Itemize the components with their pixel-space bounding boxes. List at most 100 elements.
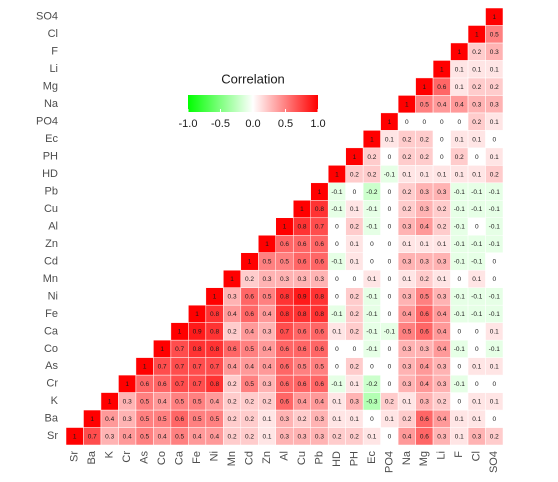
- cell-label: 0: [388, 381, 392, 388]
- cell-label: -0.1: [489, 224, 501, 231]
- cell-label: 0: [335, 224, 339, 231]
- cell-label: 0.6: [245, 294, 254, 301]
- y-tick-label: Ec: [45, 133, 58, 145]
- cell-label: 0.2: [228, 433, 237, 440]
- cell-label: 0.1: [490, 329, 499, 336]
- cell-label: 0.1: [350, 259, 359, 266]
- y-tick-label: K: [51, 395, 59, 407]
- cell-label: 0.3: [420, 346, 429, 353]
- legend-tick-label: -1.0: [179, 118, 198, 130]
- cell-label: 0.1: [490, 399, 499, 406]
- cell-label: 0.4: [420, 224, 429, 231]
- cell-label: 0.3: [280, 416, 289, 423]
- cell-label: 0.2: [350, 171, 359, 178]
- heatmap-cell: [485, 7, 504, 26]
- cell-label: 0.4: [210, 433, 219, 440]
- cell-label: -0.1: [366, 329, 378, 336]
- cell-label: 0.3: [437, 259, 446, 266]
- cell-label: 0.8: [280, 311, 289, 318]
- cell-label: 0.7: [280, 329, 289, 336]
- cell-label: 0.4: [437, 416, 446, 423]
- cell-label: 0: [492, 416, 496, 423]
- cell-label: 1: [318, 189, 322, 196]
- x-tick-label: Fe: [191, 451, 203, 464]
- cell-label: -0.1: [489, 189, 501, 196]
- cell-label: 0.3: [315, 433, 324, 440]
- cell-label: 0.7: [88, 433, 97, 440]
- cell-label: 0.8: [315, 311, 324, 318]
- cell-label: 0.5: [245, 346, 254, 353]
- cell-label: 0.4: [123, 433, 132, 440]
- cell-label: 0.2: [402, 206, 411, 213]
- x-tick-label: Ni: [208, 451, 220, 461]
- y-tick-label: Co: [44, 343, 58, 355]
- cell-label: 0.3: [437, 433, 446, 440]
- legend-title: Correlation: [221, 71, 285, 86]
- cell-label: 0.3: [402, 224, 411, 231]
- cell-label: 0: [475, 154, 479, 161]
- cell-label: 0: [457, 119, 461, 126]
- cell-label: 0.2: [490, 171, 499, 178]
- cell-label: -0.1: [471, 259, 483, 266]
- cell-label: 0.2: [262, 399, 271, 406]
- legend-tick-label: -0.5: [211, 118, 230, 130]
- cell-label: 0.3: [402, 364, 411, 371]
- cell-label: 0: [388, 189, 392, 196]
- cell-label: 0.1: [367, 433, 376, 440]
- cell-label: 0: [335, 241, 339, 248]
- cell-label: 0.5: [297, 364, 306, 371]
- cell-label: 0: [388, 294, 392, 301]
- cell-label: 0.2: [402, 154, 411, 161]
- cell-label: 0.1: [472, 276, 481, 283]
- cell-label: 0.3: [297, 276, 306, 283]
- cell-label: 0.2: [490, 433, 499, 440]
- y-tick-label: Cl: [48, 28, 58, 40]
- cell-label: 0.8: [193, 346, 202, 353]
- cell-label: 0.1: [402, 399, 411, 406]
- cell-label: 0.1: [332, 416, 341, 423]
- cell-label: 0.2: [472, 49, 481, 56]
- x-tick-label: PO4: [383, 451, 395, 473]
- y-tick-label: Pb: [45, 185, 58, 197]
- cell-label: 0: [353, 189, 357, 196]
- cell-label: 0.2: [245, 416, 254, 423]
- cell-label: 0.4: [315, 399, 324, 406]
- cell-label: 0.3: [228, 294, 237, 301]
- cell-label: 1: [195, 311, 199, 318]
- cell-label: 0.5: [140, 416, 149, 423]
- cell-label: 0.9: [193, 329, 202, 336]
- cell-label: 0: [388, 224, 392, 231]
- cell-label: 0.5: [193, 416, 202, 423]
- cell-label: 0.2: [437, 206, 446, 213]
- cell-label: 0.6: [315, 241, 324, 248]
- cell-label: -0.1: [454, 311, 466, 318]
- cell-label: 0.7: [158, 364, 167, 371]
- cell-label: 0.5: [280, 259, 289, 266]
- cell-label: 0.3: [420, 399, 429, 406]
- legend-tick-label: 0.5: [278, 118, 293, 130]
- cell-label: -0.3: [366, 399, 378, 406]
- cell-label: 0.4: [420, 381, 429, 388]
- cell-label: -0.1: [384, 329, 396, 336]
- cell-label: 0.2: [245, 276, 254, 283]
- cell-label: 0.1: [420, 171, 429, 178]
- cell-label: 0.5: [402, 329, 411, 336]
- cell-label: 0.6: [315, 346, 324, 353]
- cell-label: 0: [388, 241, 392, 248]
- cell-label: 1: [178, 329, 182, 336]
- cell-label: 0.1: [455, 66, 464, 73]
- x-tick-label: SO4: [488, 451, 500, 473]
- cell-label: 0: [335, 346, 339, 353]
- cell-label: 0.1: [350, 241, 359, 248]
- cell-label: 0.1: [350, 206, 359, 213]
- cell-label: 1: [475, 31, 479, 38]
- cell-label: 0.5: [140, 433, 149, 440]
- cell-label: 1: [440, 66, 444, 73]
- cell-label: 0: [405, 119, 409, 126]
- cell-label: 0: [475, 346, 479, 353]
- cell-label: 0.6: [245, 311, 254, 318]
- cell-label: 0.4: [210, 399, 219, 406]
- cell-label: 1: [388, 119, 392, 126]
- cell-label: 0: [492, 259, 496, 266]
- cell-label: 0: [353, 346, 357, 353]
